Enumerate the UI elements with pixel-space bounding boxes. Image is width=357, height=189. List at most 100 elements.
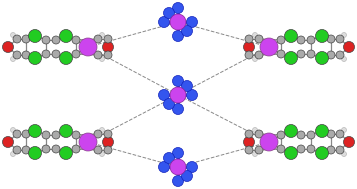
- Circle shape: [260, 133, 278, 151]
- Circle shape: [252, 152, 257, 156]
- Circle shape: [164, 8, 175, 19]
- Circle shape: [22, 146, 30, 154]
- Circle shape: [104, 51, 112, 59]
- Circle shape: [316, 125, 328, 138]
- Circle shape: [316, 51, 328, 64]
- Circle shape: [277, 145, 285, 153]
- Circle shape: [260, 38, 278, 56]
- Circle shape: [181, 26, 192, 36]
- Circle shape: [42, 50, 50, 58]
- Circle shape: [327, 146, 335, 154]
- Circle shape: [336, 51, 344, 59]
- Circle shape: [60, 29, 72, 43]
- Circle shape: [94, 130, 102, 138]
- Circle shape: [252, 128, 257, 132]
- Circle shape: [336, 130, 344, 138]
- Circle shape: [10, 33, 15, 37]
- Circle shape: [342, 57, 347, 61]
- Circle shape: [2, 136, 14, 147]
- Circle shape: [285, 146, 297, 160]
- Circle shape: [102, 42, 114, 53]
- Circle shape: [170, 87, 186, 103]
- Circle shape: [252, 33, 257, 37]
- Circle shape: [29, 29, 41, 43]
- Circle shape: [22, 35, 30, 43]
- Circle shape: [172, 104, 183, 115]
- Circle shape: [10, 152, 15, 156]
- Circle shape: [29, 125, 41, 138]
- Circle shape: [94, 146, 102, 154]
- Circle shape: [22, 51, 30, 59]
- Circle shape: [29, 51, 41, 64]
- Circle shape: [307, 145, 315, 153]
- Circle shape: [172, 176, 183, 187]
- Circle shape: [172, 30, 183, 42]
- Circle shape: [297, 36, 305, 44]
- Circle shape: [52, 50, 60, 58]
- Circle shape: [297, 50, 305, 58]
- Circle shape: [13, 35, 21, 43]
- Circle shape: [297, 131, 305, 139]
- Circle shape: [285, 29, 297, 43]
- Circle shape: [277, 131, 285, 139]
- Circle shape: [13, 130, 21, 138]
- Circle shape: [186, 16, 197, 28]
- Circle shape: [52, 131, 60, 139]
- Circle shape: [342, 128, 347, 132]
- Circle shape: [336, 35, 344, 43]
- Circle shape: [102, 136, 114, 147]
- Circle shape: [277, 50, 285, 58]
- Circle shape: [342, 152, 347, 156]
- Circle shape: [327, 35, 335, 43]
- Circle shape: [10, 57, 15, 61]
- Circle shape: [72, 50, 80, 58]
- Circle shape: [245, 35, 253, 43]
- Circle shape: [100, 128, 105, 132]
- Circle shape: [159, 161, 170, 173]
- Circle shape: [327, 51, 335, 59]
- Circle shape: [316, 146, 328, 160]
- Circle shape: [186, 90, 197, 101]
- Circle shape: [255, 51, 263, 59]
- Circle shape: [72, 145, 80, 153]
- Circle shape: [172, 147, 183, 159]
- Circle shape: [29, 146, 41, 160]
- Circle shape: [72, 36, 80, 44]
- Circle shape: [342, 33, 347, 37]
- Circle shape: [186, 161, 197, 173]
- Circle shape: [245, 130, 253, 138]
- Circle shape: [327, 130, 335, 138]
- Circle shape: [79, 133, 97, 151]
- Circle shape: [307, 131, 315, 139]
- Circle shape: [243, 42, 255, 53]
- Circle shape: [307, 50, 315, 58]
- Circle shape: [285, 51, 297, 64]
- Circle shape: [104, 146, 112, 154]
- Circle shape: [245, 146, 253, 154]
- Circle shape: [336, 146, 344, 154]
- Circle shape: [13, 51, 21, 59]
- Circle shape: [60, 125, 72, 138]
- Circle shape: [42, 145, 50, 153]
- Circle shape: [79, 38, 97, 56]
- Circle shape: [172, 75, 183, 87]
- Circle shape: [2, 42, 14, 53]
- Circle shape: [104, 35, 112, 43]
- Circle shape: [255, 146, 263, 154]
- Circle shape: [255, 130, 263, 138]
- Circle shape: [100, 57, 105, 61]
- Circle shape: [343, 42, 355, 53]
- Circle shape: [22, 130, 30, 138]
- Circle shape: [94, 35, 102, 43]
- Circle shape: [170, 159, 186, 175]
- Circle shape: [277, 36, 285, 44]
- Circle shape: [181, 81, 192, 91]
- Circle shape: [170, 14, 186, 30]
- Circle shape: [343, 136, 355, 147]
- Circle shape: [164, 98, 175, 109]
- Circle shape: [42, 131, 50, 139]
- Circle shape: [52, 36, 60, 44]
- Circle shape: [100, 152, 105, 156]
- Circle shape: [297, 145, 305, 153]
- Circle shape: [181, 170, 192, 181]
